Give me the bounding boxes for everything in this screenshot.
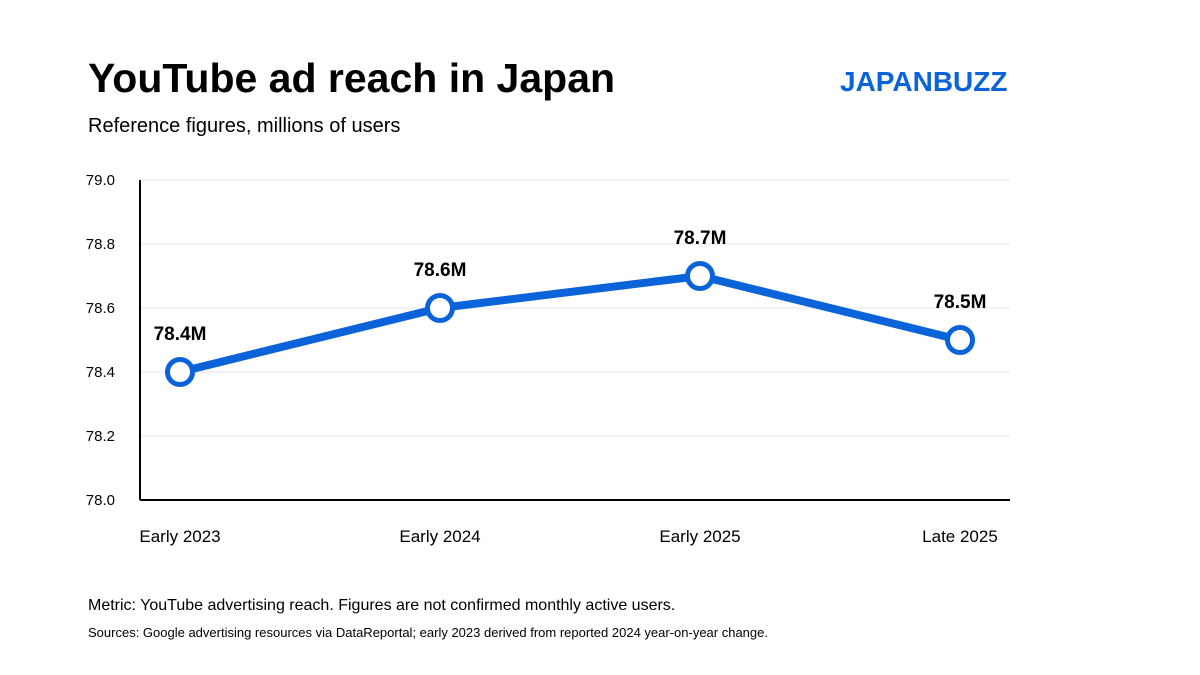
x-tick-label: Early 2025 — [659, 527, 740, 546]
data-label: 78.7M — [674, 228, 727, 249]
brand-logo: JAPANBUZZ — [840, 66, 1008, 97]
data-series — [176, 272, 964, 376]
metric-note: Metric: YouTube advertising reach. Figur… — [88, 597, 676, 614]
y-tick-label: 78.6 — [86, 300, 115, 317]
y-tick-label: 78.2 — [86, 428, 115, 445]
data-point — [165, 357, 195, 387]
y-tick-label: 78.8 — [86, 236, 115, 253]
data-labels: 78.4M 78.6M 78.7M 78.5M — [154, 228, 987, 345]
x-tick-label: Early 2024 — [399, 527, 480, 546]
data-point — [425, 293, 455, 323]
source-note: Sources: Google advertising resources vi… — [88, 625, 768, 640]
chart-subtitle: Reference figures, millions of users — [88, 115, 401, 137]
y-tick-label: 78.4 — [86, 364, 115, 381]
x-axis-ticks: Early 2023 Early 2024 Early 2025 Late 2025 — [139, 527, 997, 546]
y-tick-label: 78.0 — [86, 492, 115, 509]
data-point — [685, 261, 715, 291]
data-label: 78.6M — [414, 260, 467, 281]
x-tick-label: Late 2025 — [922, 527, 998, 546]
data-point — [945, 325, 975, 355]
x-tick-label: Early 2023 — [139, 527, 220, 546]
data-label: 78.4M — [154, 324, 207, 345]
series-line — [176, 272, 964, 376]
y-tick-label: 79.0 — [86, 172, 115, 189]
y-axis-ticks: 78.0 78.2 78.4 78.6 78.8 79.0 — [86, 172, 115, 509]
data-label: 78.5M — [934, 292, 987, 313]
gridlines — [140, 179, 1010, 437]
chart-title: YouTube ad reach in Japan — [88, 55, 616, 101]
data-markers — [165, 261, 975, 387]
